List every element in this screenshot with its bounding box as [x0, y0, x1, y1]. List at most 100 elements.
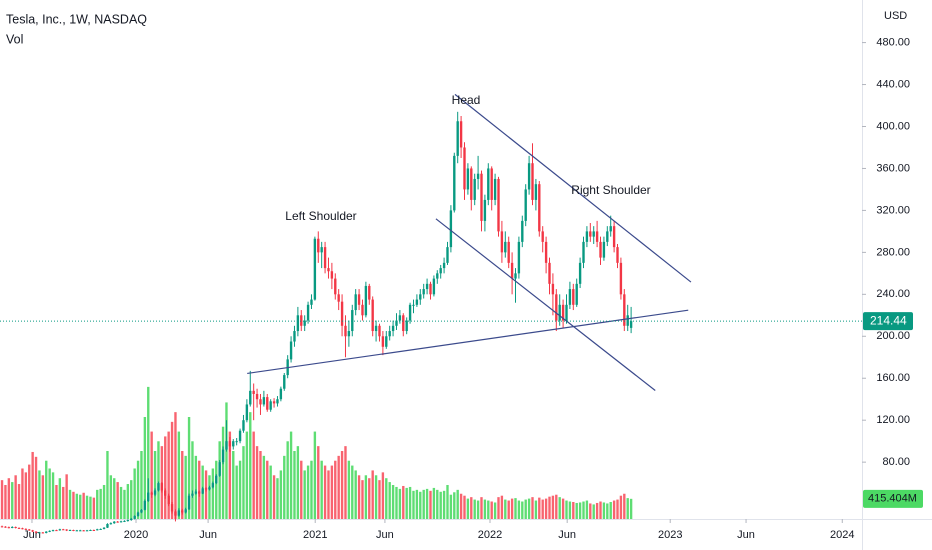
candle-body: [82, 530, 85, 532]
volume-bar: [79, 494, 82, 519]
volume-bar: [130, 480, 133, 519]
volume-bar: [623, 493, 626, 519]
volume-bar: [497, 497, 500, 519]
x-tick-label: 2022: [478, 529, 502, 541]
volume-bar: [344, 446, 347, 519]
candle-body: [544, 241, 548, 263]
volume-bar: [415, 489, 419, 519]
candle-body: [62, 529, 65, 531]
volume-bar: [470, 497, 473, 519]
volume-bar: [184, 455, 187, 519]
candle-body: [99, 528, 102, 530]
volume-bar: [602, 502, 606, 519]
candle-body: [228, 441, 232, 447]
volume-bar: [296, 446, 300, 519]
volume-caption: Vol: [6, 32, 23, 46]
volume-bar: [174, 412, 177, 519]
volume-bar: [402, 485, 405, 519]
volume-bar: [34, 456, 38, 519]
x-tick-label: Jun: [558, 529, 576, 541]
candle-body: [561, 304, 565, 321]
volume-label: 415.404M: [868, 493, 917, 505]
candle-body: [85, 530, 89, 532]
volume-bar: [157, 441, 160, 519]
candle-body: [170, 504, 174, 512]
volume-bar: [629, 498, 633, 519]
pattern-annotation: Left Shoulder: [285, 209, 356, 223]
candle-body: [340, 301, 344, 326]
candle-body: [272, 401, 276, 404]
volume-bar: [606, 503, 609, 519]
volume-bar: [24, 472, 28, 519]
candle-body: [364, 285, 368, 316]
volume-bar: [72, 491, 75, 519]
candle-body: [34, 531, 38, 533]
volume-bar: [473, 499, 476, 519]
candle-body: [354, 294, 357, 311]
volume-bar: [306, 465, 310, 519]
volume-bar: [527, 498, 531, 519]
volume-bar: [92, 497, 96, 519]
candle-body: [184, 509, 187, 513]
volume-bar: [289, 431, 293, 519]
candle-body: [58, 529, 62, 531]
x-tick-label: Jun: [376, 529, 394, 541]
volume-bar: [517, 500, 521, 519]
volume-bar: [249, 412, 252, 519]
volume-bar: [51, 472, 55, 519]
candle-body: [160, 483, 164, 491]
candle-body: [75, 530, 79, 532]
candle-body: [218, 462, 221, 476]
candle-body: [408, 304, 412, 321]
volume-bar: [75, 493, 79, 519]
volume-bar: [551, 495, 555, 519]
candle-body: [330, 271, 334, 279]
y-tick-label: 400.00: [876, 120, 910, 132]
candle-body: [357, 294, 361, 305]
volume-bar: [320, 460, 323, 519]
volume-bar: [337, 455, 340, 519]
volume-bar: [211, 468, 215, 519]
candle-body: [296, 315, 300, 332]
volume-bar: [313, 431, 317, 519]
candle-body: [565, 304, 568, 321]
candle-body: [599, 241, 602, 258]
candle-body: [221, 449, 225, 463]
volume-bar: [279, 470, 283, 519]
candle-body: [432, 278, 436, 295]
candle-body: [238, 430, 242, 442]
volume-bar: [191, 441, 194, 519]
candle-body: [524, 189, 527, 221]
volume-bar: [544, 498, 548, 519]
candle-body: [361, 304, 364, 316]
volume-bar: [147, 386, 150, 519]
candle-body: [476, 173, 480, 179]
volume-bar: [432, 487, 436, 519]
volume-bar: [582, 501, 585, 519]
candle-body: [204, 488, 208, 490]
y-tick-label: 240.00: [876, 288, 910, 300]
candle-body: [31, 530, 34, 532]
volume-bar: [276, 478, 279, 519]
candle-body: [446, 247, 449, 263]
volume-bar: [126, 484, 130, 519]
candle-body: [276, 399, 279, 404]
candle-body: [136, 512, 140, 516]
candle-body: [208, 487, 211, 490]
volume-bar: [565, 500, 568, 519]
candle-body: [279, 388, 283, 400]
candle-body: [490, 168, 493, 200]
candle-body: [422, 289, 425, 295]
candle-body: [235, 441, 238, 443]
volume-bar: [55, 485, 58, 519]
volume-bar: [327, 470, 330, 519]
volume-bar: [164, 436, 167, 519]
volume-bar: [439, 491, 442, 519]
volume-bar: [140, 451, 143, 519]
y-tick-label: 80.00: [882, 456, 910, 468]
candle-body: [153, 490, 157, 495]
candle-body: [473, 178, 476, 200]
volume-bar: [238, 460, 242, 519]
volume-bar: [65, 474, 68, 519]
volume-bar: [102, 485, 106, 519]
